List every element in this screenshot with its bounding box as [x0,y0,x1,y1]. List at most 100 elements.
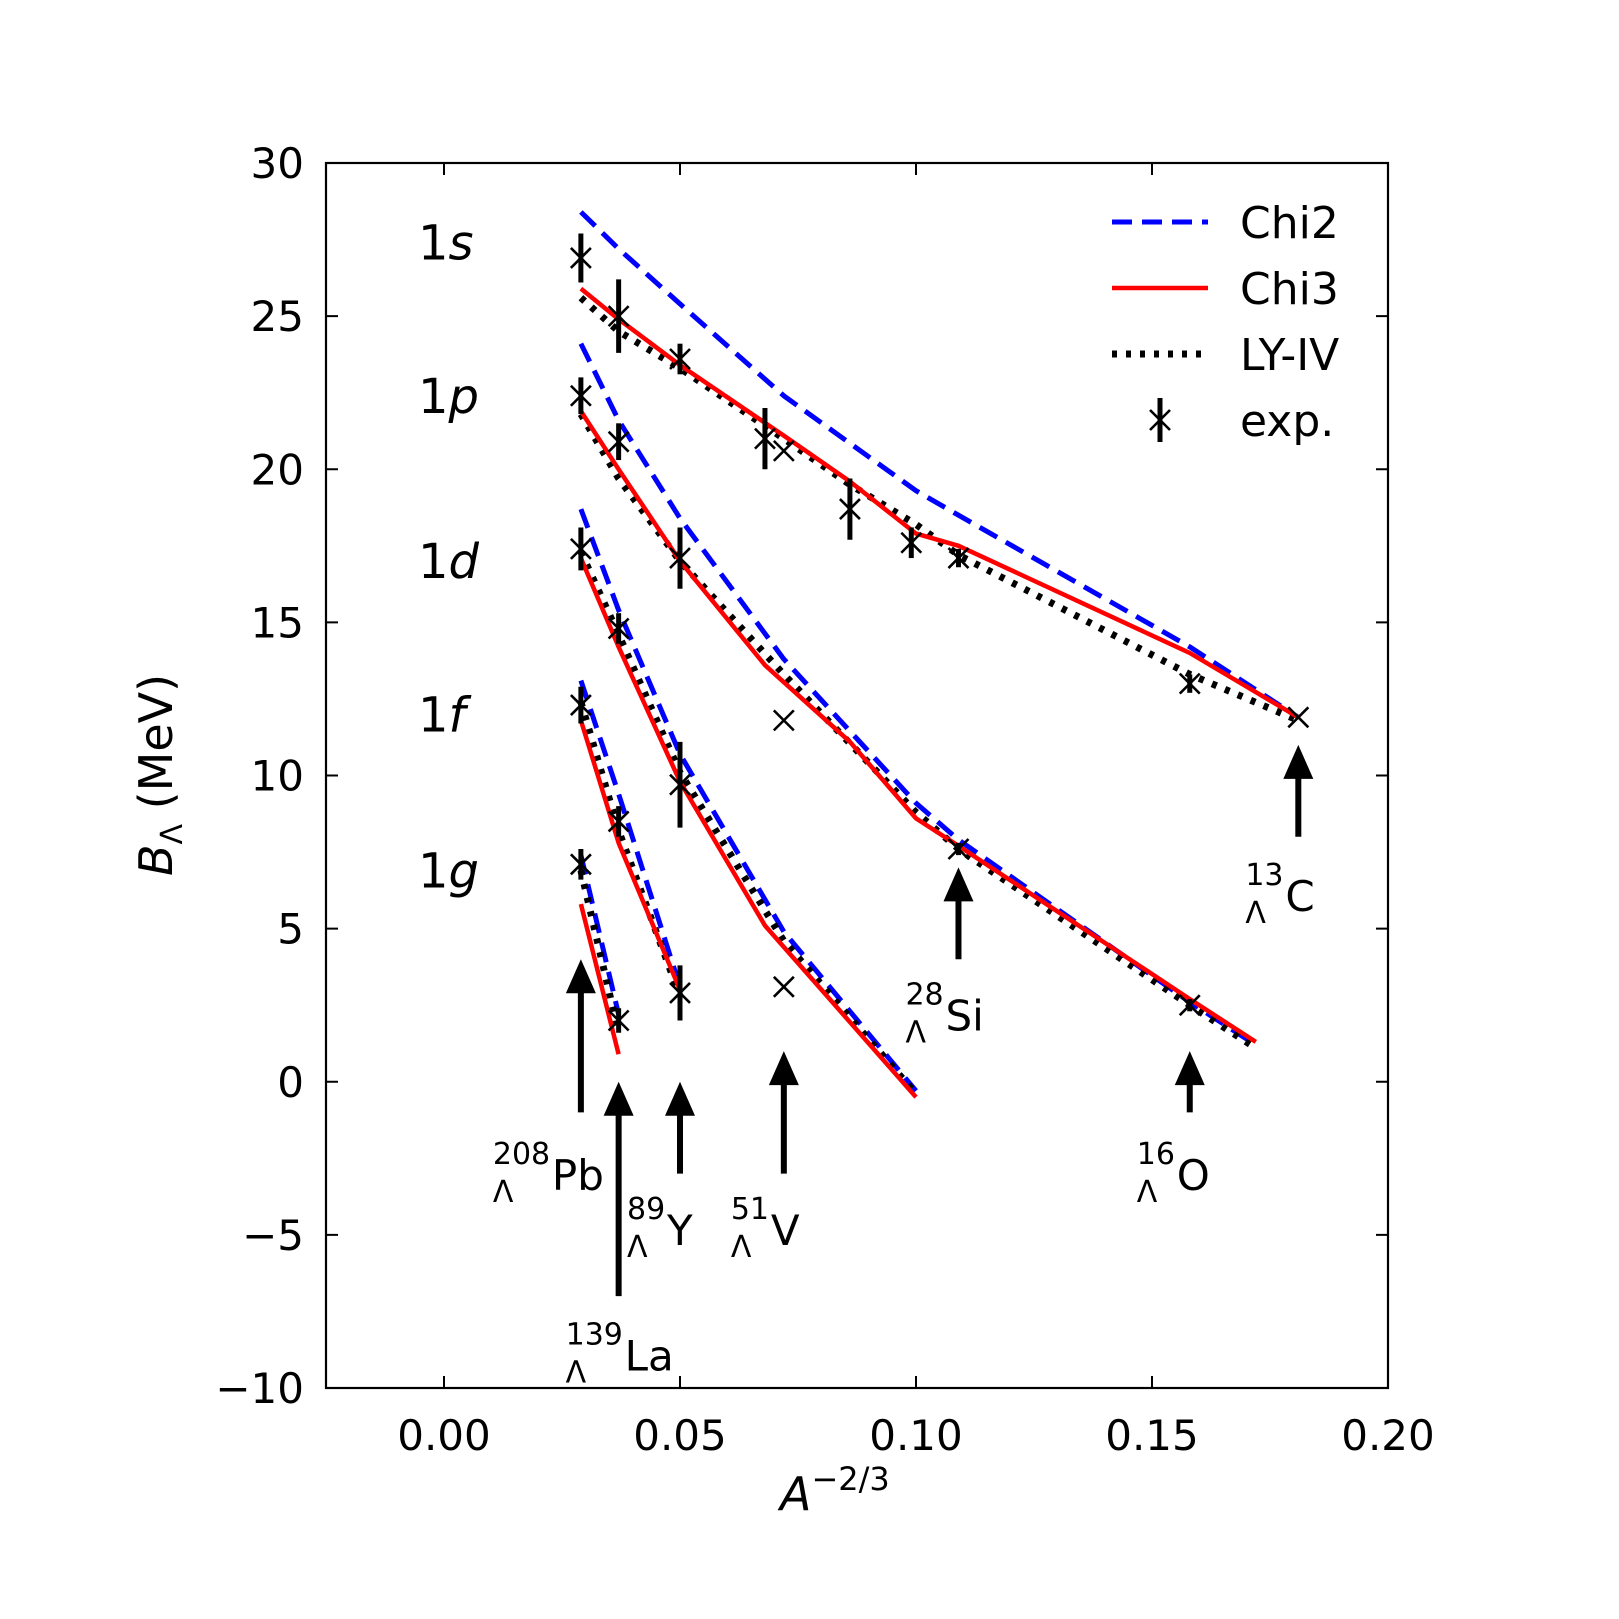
orbital-number: 1 [418,369,449,425]
orbital-label-1g: 1g [418,843,479,899]
exp-point [669,343,691,375]
exp-point [772,975,795,998]
nucleus-label-v: 51Λ V [731,1192,800,1265]
x-axis-title-exponent: −2/3 [811,1460,889,1498]
series-chi3-1p [579,409,1258,1044]
exp-point [607,1008,630,1033]
orbital-number: 1 [418,687,449,743]
exp-point [772,439,795,462]
nucleus-mass-number: 28 [905,978,943,1013]
y-tick-label: 10 [251,752,304,801]
nucleus-label-si: 28Λ Si [905,978,983,1051]
orbital-letter: g [449,843,479,899]
exp-point [772,709,795,732]
arrow-head [1283,744,1314,779]
exp-point [607,423,630,461]
series-ly-iv-1f [577,701,684,998]
series-chi3-1f [578,719,683,991]
y-tick-label: 15 [251,598,304,647]
nucleus-mass-number: 139 [566,1317,623,1352]
experimental-points [569,233,1310,1033]
nucleus-mass-number: 208 [493,1137,550,1172]
nucleus-lambda-subscript: Λ [627,1230,648,1265]
nucleus-label-c: 13Λ C [1245,858,1314,931]
exp-point [900,527,923,559]
plot-area-border [324,161,1390,1390]
exp-point [839,478,861,540]
series-chi3-1g [578,903,621,1055]
nucleus-label-y: 89Λ Y [627,1192,693,1265]
nucleus-mass-number: 51 [731,1192,769,1227]
series-chi2-1g [578,854,622,1015]
exp-point [1178,672,1201,695]
text-labels: 0.00 0.05 0.10 0.15 0.20 −10 −5 0 5 10 15 20 25 30 A−2… [129,139,1435,1521]
plot-frame [324,161,1390,1390]
exp-point [1287,706,1310,729]
orbital-number: 1 [418,534,449,590]
y-tick-label: −10 [215,1364,304,1413]
arrow-head [565,959,596,994]
exp-point [607,613,630,644]
exp-point [669,527,691,589]
orbital-label-1p: 1p [418,369,479,425]
x-axis-title: A−2/3 [777,1460,890,1521]
nucleus-lambda-subscript: Λ [566,1355,587,1390]
exp-point [669,965,691,1021]
legend: Chi2 Chi3 LY-IV exp. [1112,198,1339,447]
series-chi2-1s [579,210,1300,720]
series-chi2-1f [578,679,683,988]
legend-label-chi3: Chi3 [1240,264,1339,315]
y-tick-label: −5 [242,1211,304,1260]
y-axis-title-main: B [129,844,183,876]
series-layer [577,210,1300,1099]
x-tick-label: 0.00 [397,1411,491,1460]
nucleus-lambda-subscript: Λ [731,1230,752,1265]
y-axis-title: BΛ (MeV) [129,674,190,876]
axis-ticks [326,162,1389,1389]
exp-point [607,806,630,837]
arrow-head [768,1051,799,1086]
orbital-letter: s [449,216,474,272]
arrow-head [665,1081,695,1116]
y-axis-title-unit: (MeV) [129,674,183,824]
y-tick-label: 25 [251,292,304,341]
series-chi2-1d [578,508,918,1093]
exp-marker-stroke [772,439,795,462]
legend-label-lyiv: LY-IV [1240,330,1339,381]
nucleus-label-o: 16Λ O [1137,1137,1210,1210]
exp-marker-stroke [1287,706,1310,729]
nucleus-element: O [1177,1151,1210,1200]
nucleus-element: Y [666,1206,693,1255]
orbital-label-1f: 1f [418,687,472,743]
orbital-number: 1 [418,843,449,899]
nucleus-element: Si [945,992,983,1041]
arrow-head [1174,1051,1205,1086]
nucleus-mass-number: 89 [627,1192,665,1227]
x-tick-label: 0.10 [869,1411,963,1460]
legend-label-exp: exp. [1240,396,1334,447]
orbital-label-1s: 1s [418,216,474,272]
nucleus-lambda-subscript: Λ [905,1016,926,1051]
series-ly-iv-1p [577,412,1258,1052]
exp-point [569,527,592,571]
nucleus-lambda-subscript: Λ [1245,896,1266,931]
exp-point [947,547,970,569]
nucleus-arrows [565,744,1314,1297]
nucleus-element: V [771,1206,800,1255]
nucleus-mass-number: 16 [1137,1137,1175,1172]
exp-point [1178,994,1201,1017]
orbital-label-1d: 1d [418,534,480,590]
y-tick-label: 0 [277,1058,304,1107]
x-tick-label: 0.15 [1105,1411,1199,1460]
exp-marker-stroke [772,709,795,732]
exp-point [607,279,630,353]
nucleus-element: La [625,1331,674,1380]
nucleus-element: Pb [552,1151,604,1200]
exp-point [569,686,592,724]
exp-point [569,849,592,880]
exp-point [754,408,776,470]
legend-label-chi2: Chi2 [1240,198,1339,249]
y-tick-label: 30 [251,139,304,188]
